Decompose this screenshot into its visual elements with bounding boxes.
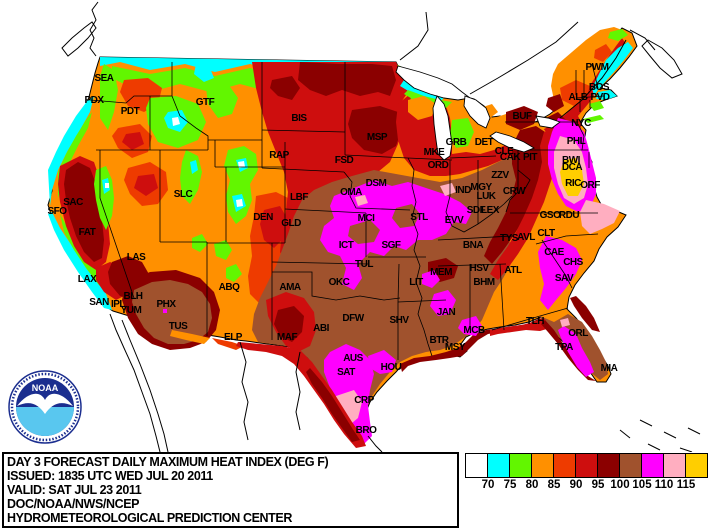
us-heat-index-map: [47, 1, 701, 452]
forecast-info-box: DAY 3 FORECAST DAILY MAXIMUM HEAT INDEX …: [2, 452, 459, 528]
legend-tick-90: 90: [569, 479, 583, 491]
legend-tick-80: 80: [525, 479, 539, 491]
legend-swatch-8: [641, 453, 664, 478]
agency-line: DOC/NOAA/NWS/NCEP: [7, 497, 140, 511]
legend-tick-85: 85: [547, 479, 561, 491]
legend-swatch-10: [685, 453, 708, 478]
legend-tick-100: 100: [610, 479, 630, 491]
noaa-logo: NOAA: [8, 370, 82, 444]
legend-tick-75: 75: [503, 479, 517, 491]
legend-swatch-6: [597, 453, 620, 478]
legend-swatches: [465, 453, 708, 478]
noaa-logo-text: NOAA: [32, 383, 59, 393]
heat-regions: [48, 27, 633, 448]
heat-index-legend: 70 75 80 85 90 95 100 105 110 115: [465, 453, 716, 498]
country-outlines: [61, 1, 701, 452]
center-name-line: HYDROMETEOROLOGICAL PREDICTION CENTER: [7, 511, 292, 525]
legend-ticks: 70 75 80 85 90 95 100 105 110 115: [466, 479, 716, 493]
valid-line: VALID: SAT JUL 23 2011: [7, 483, 142, 497]
legend-swatch-4: [553, 453, 576, 478]
legend-tick-110: 110: [654, 479, 674, 491]
noaa-ring-text: [10, 372, 80, 442]
legend-tick-105: 105: [632, 479, 652, 491]
legend-swatch-3: [531, 453, 554, 478]
great-lakes: [395, 65, 561, 161]
map-title: DAY 3 FORECAST DAILY MAXIMUM HEAT INDEX …: [7, 455, 329, 469]
state-borders: [89, 62, 605, 360]
legend-swatch-7: [619, 453, 642, 478]
map-area: SEA PDX PDT GTF BIS RAP MSP FSD GRB MKE DET BUF SFO S…: [8, 1, 701, 452]
issued-line: ISSUED: 1835 UTC WED JUL 20 2011: [7, 469, 213, 483]
legend-tick-115: 115: [676, 479, 696, 491]
legend-swatch-0: [465, 453, 488, 478]
legend-tick-95: 95: [591, 479, 605, 491]
legend-swatch-1: [487, 453, 510, 478]
noaa-bird-icon: [17, 393, 73, 414]
legend-swatch-5: [575, 453, 598, 478]
legend-swatch-2: [509, 453, 532, 478]
legend-tick-70: 70: [481, 479, 495, 491]
legend-swatch-9: [663, 453, 686, 478]
